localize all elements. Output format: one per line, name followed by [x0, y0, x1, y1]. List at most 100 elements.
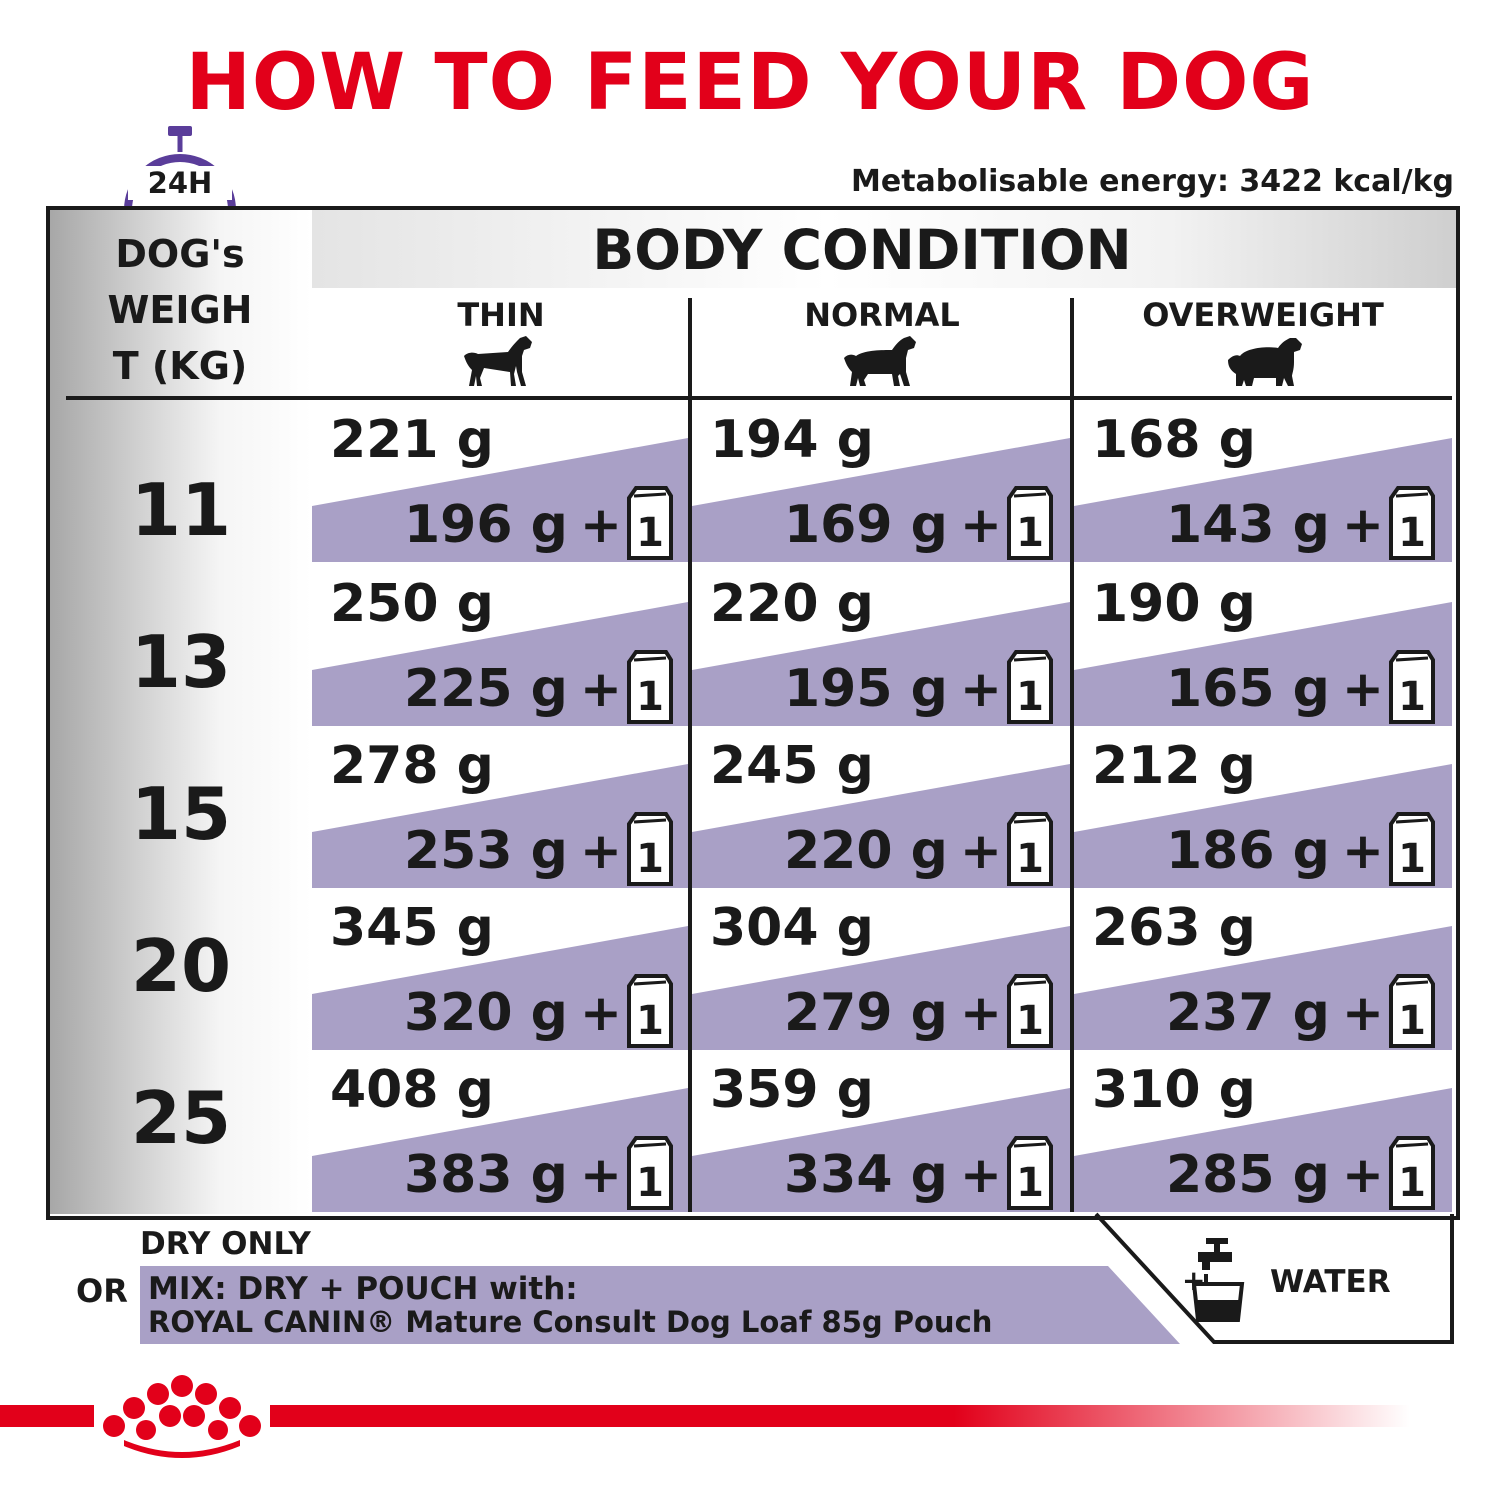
weight-value: 25 — [130, 1076, 232, 1160]
mix-dry-amount: 195 g — [784, 659, 948, 719]
mix-dry-amount: 334 g — [784, 1145, 948, 1205]
mix-dry-amount: 320 g — [404, 983, 568, 1043]
clock-label: 24H — [128, 166, 232, 200]
pouch-icon: 1 — [1389, 812, 1435, 886]
plus-sign: + — [1342, 496, 1384, 554]
pouch-icon: 1 — [1389, 486, 1435, 560]
energy-label: Metabolisable energy: 3422 kcal/kg — [851, 164, 1454, 199]
pouch-count: 1 — [1398, 510, 1426, 556]
dry-only-amount: 190 g — [1092, 574, 1256, 634]
mix-dry-amount: 186 g — [1166, 821, 1330, 881]
weight-heading-line: T (KG) — [112, 344, 248, 388]
table-cell: 220 g 195 g +1 — [692, 564, 1070, 726]
body-condition-heading: BODY CONDITION — [592, 218, 1132, 282]
mix-band — [1074, 438, 1452, 562]
table-cell: 190 g 165 g +1 — [1074, 564, 1452, 726]
dry-only-amount: 304 g — [710, 898, 874, 958]
weight-heading-line: DOG's — [115, 232, 245, 276]
weight-heading-line: WEIGH — [107, 288, 253, 332]
plus-sign: + — [1342, 984, 1384, 1042]
mix-band — [312, 1088, 688, 1212]
pouch-icon: 1 — [627, 974, 673, 1048]
column-divider — [1070, 298, 1074, 1212]
pouch-count: 1 — [636, 674, 664, 720]
tap-water-icon — [1191, 1238, 1245, 1322]
mix-band — [692, 1088, 1070, 1212]
pouch-count: 1 — [636, 998, 664, 1044]
header-band — [312, 210, 1456, 288]
pouch-count: 1 — [1016, 1160, 1044, 1206]
mix-label: MIX: DRY + POUCH with: — [148, 1271, 578, 1307]
pouch-icon: 1 — [1007, 812, 1053, 886]
dog-normal-icon — [844, 336, 916, 386]
mix-band — [1074, 1088, 1452, 1212]
mix-dry-amount: 143 g — [1166, 495, 1330, 555]
table-cell: 168 g 143 g +1 — [1074, 400, 1452, 562]
table-cell: 310 g 285 g +1 — [1074, 1050, 1452, 1212]
pouch-icon: 1 — [627, 650, 673, 724]
weight-column-heading: DOG's WEIGH T (KG) — [60, 226, 300, 394]
weight-value: 11 — [130, 468, 232, 552]
dry-only-amount: 310 g — [1092, 1060, 1256, 1120]
table-cell: 345 g 320 g +1 — [312, 888, 688, 1050]
column-header-overweight: OVERWEIGHT — [1142, 296, 1384, 334]
table-cell: 278 g 253 g +1 — [312, 726, 688, 888]
mix-band — [1074, 602, 1452, 726]
mix-band — [692, 926, 1070, 1050]
table-cell: 245 g 220 g +1 — [692, 726, 1070, 888]
pouch-count: 1 — [1398, 674, 1426, 720]
plus-sign: + — [960, 496, 1002, 554]
crown-logo-icon — [103, 1375, 261, 1458]
plus-sign: + — [1342, 822, 1384, 880]
mix-dry-amount: 253 g — [404, 821, 568, 881]
mix-band — [1074, 764, 1452, 888]
pouch-icon: 1 — [627, 1136, 673, 1210]
pouch-count: 1 — [1016, 998, 1044, 1044]
page-title: HOW TO FEED YOUR DOG — [185, 38, 1315, 128]
dog-thin-icon — [464, 336, 532, 386]
mix-dry-amount: 383 g — [404, 1145, 568, 1205]
pouch-icon: 1 — [1007, 974, 1053, 1048]
dry-only-label: DRY ONLY — [140, 1226, 311, 1262]
pouch-icon: 1 — [1389, 974, 1435, 1048]
table-cell: 194 g 169 g +1 — [692, 400, 1070, 562]
weight-column-background — [50, 210, 312, 1214]
pouch-count: 1 — [1016, 510, 1044, 556]
dry-only-amount: 168 g — [1092, 410, 1256, 470]
plus-sign: + — [960, 984, 1002, 1042]
mix-band — [692, 764, 1070, 888]
plus-sign: + — [1342, 1146, 1384, 1204]
mix-dry-amount: 225 g — [404, 659, 568, 719]
column-header-thin: THIN — [457, 296, 545, 334]
plus-sign: + — [580, 822, 622, 880]
header-divider — [66, 396, 1452, 400]
dry-only-amount: 220 g — [710, 574, 874, 634]
plus-sign: + — [960, 822, 1002, 880]
table-cell: 263 g 237 g +1 — [1074, 888, 1452, 1050]
water-box — [1094, 1212, 1454, 1344]
column-header-normal: NORMAL — [804, 296, 960, 334]
mix-band — [312, 602, 688, 726]
water-plus: + — [1182, 1264, 1206, 1297]
pouch-icon: 1 — [1007, 486, 1053, 560]
dry-only-amount: 408 g — [330, 1060, 494, 1120]
dry-only-amount: 250 g — [330, 574, 494, 634]
weight-value: 20 — [130, 924, 232, 1008]
dry-only-amount: 221 g — [330, 410, 494, 470]
table-cell: 250 g 225 g +1 — [312, 564, 688, 726]
mix-legend-band — [140, 1266, 1180, 1344]
mix-dry-amount: 169 g — [784, 495, 948, 555]
dry-only-amount: 245 g — [710, 736, 874, 796]
mix-dry-amount: 220 g — [784, 821, 948, 881]
dry-only-amount: 212 g — [1092, 736, 1256, 796]
mix-band — [1074, 926, 1452, 1050]
table-cell: 359 g 334 g +1 — [692, 1050, 1070, 1212]
plus-sign: + — [580, 660, 622, 718]
dry-only-amount: 263 g — [1092, 898, 1256, 958]
dry-only-amount: 278 g — [330, 736, 494, 796]
mix-band — [312, 764, 688, 888]
pouch-product-label: ROYAL CANIN® Mature Consult Dog Loaf 85g… — [148, 1305, 993, 1339]
plus-sign: + — [580, 496, 622, 554]
mix-dry-amount: 196 g — [404, 495, 568, 555]
plus-sign: + — [960, 660, 1002, 718]
